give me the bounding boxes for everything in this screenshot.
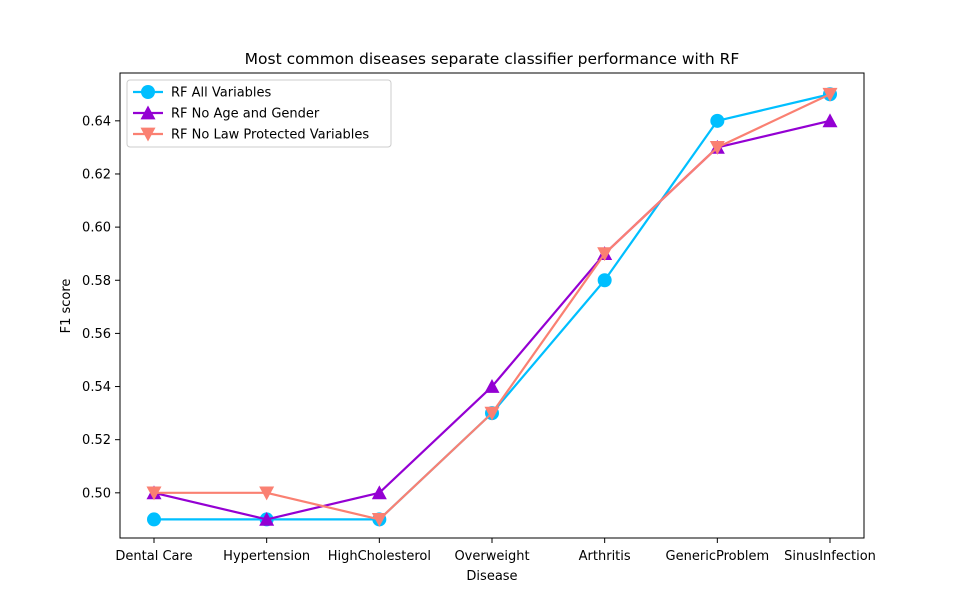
y-tick-label: 0.62 xyxy=(82,167,111,182)
series-line-1 xyxy=(154,93,831,521)
series-2-point xyxy=(484,379,500,393)
x-tick-label: GenericProblem xyxy=(666,549,770,564)
x-tick-label: Dental Care xyxy=(115,549,192,564)
series-3-point xyxy=(597,247,613,262)
legend-marker xyxy=(140,127,156,142)
series-3-point xyxy=(146,486,162,501)
plot-marks xyxy=(146,87,838,527)
legend: RF All Variables RF No Age and Gender RF N… xyxy=(126,79,392,148)
series-3-point xyxy=(259,486,275,501)
series-3-point xyxy=(484,406,500,421)
legend-label: RF No Age and Gender xyxy=(171,107,320,122)
legend-box xyxy=(126,79,392,148)
series-2-point xyxy=(822,113,838,128)
series-3-point xyxy=(709,141,725,155)
series-line-2 xyxy=(153,119,831,521)
legend-marker xyxy=(141,85,155,99)
series-3-point xyxy=(371,513,387,527)
series-2-point xyxy=(371,485,387,500)
y-tick-label: 0.58 xyxy=(82,274,111,289)
x-axis: Dental Care Hypertension HighCholesterol Ov… xyxy=(115,538,876,564)
y-tick-label: 0.54 xyxy=(82,380,111,395)
series-line-3 xyxy=(154,93,831,521)
y-tick-label: 0.64 xyxy=(82,114,111,129)
x-tick-label: Arthritis xyxy=(579,549,631,564)
legend-label: RF No Law Protected Variables xyxy=(171,128,369,143)
chart-title: Most common diseases separate classifier… xyxy=(245,50,740,68)
x-tick-label: Overweight xyxy=(454,549,529,564)
series-1-point xyxy=(597,273,612,288)
y-tick-label: 0.56 xyxy=(82,327,111,342)
x-tick-label: HighCholesterol xyxy=(328,549,431,564)
series-1-point xyxy=(147,512,161,527)
y-tick-label: 0.52 xyxy=(82,433,111,448)
series-3-point xyxy=(822,87,838,102)
y-tick-label: 0.60 xyxy=(82,221,111,236)
x-tick-label: SinusInfection xyxy=(784,549,876,564)
x-tick-label: Hypertension xyxy=(223,549,310,564)
y-axis-title: F1 score xyxy=(59,279,74,334)
series-1-point xyxy=(710,113,725,128)
series-2-point xyxy=(259,511,275,526)
legend-label: RF All Variables xyxy=(171,86,272,101)
y-tick-label: 0.50 xyxy=(82,486,111,501)
y-axis: 0.50 0.52 0.54 0.56 0.58 0.60 0.62 0.64 xyxy=(82,114,120,501)
x-axis-title: Disease xyxy=(466,569,517,584)
legend-marker xyxy=(140,105,156,120)
